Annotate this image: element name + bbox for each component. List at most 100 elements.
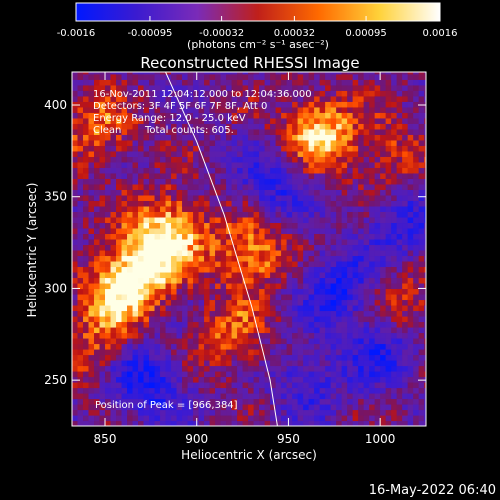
heatmap-cell: [132, 271, 139, 279]
heatmap-cell: [187, 112, 194, 119]
heatmap-cell: [121, 106, 128, 113]
heatmap-cell: [413, 354, 420, 361]
heatmap-cell: [94, 106, 101, 113]
heatmap-cell: [105, 73, 112, 80]
heatmap-cell: [303, 260, 310, 268]
heatmap-cell: [77, 326, 84, 334]
heatmap-cell: [297, 249, 304, 257]
heatmap-cell: [231, 420, 238, 426]
heatmap-cell: [341, 387, 348, 394]
heatmap-cell: [165, 420, 172, 426]
heatmap-cell: [110, 359, 117, 367]
heatmap-cell: [264, 348, 271, 356]
heatmap-cell: [138, 150, 145, 157]
heatmap-cell: [72, 293, 79, 301]
heatmap-cell: [402, 343, 409, 350]
heatmap-cell: [286, 288, 293, 295]
heatmap-cell: [193, 205, 200, 212]
heatmap-cell: [154, 315, 161, 323]
heatmap-cell: [99, 161, 106, 168]
heatmap-cell: [182, 161, 189, 168]
heatmap-cell: [154, 178, 161, 185]
heatmap-cell: [176, 255, 183, 262]
heatmap-cell: [407, 233, 414, 240]
heatmap-cell: [248, 332, 255, 339]
heatmap-cell: [391, 249, 398, 257]
heatmap-cell: [138, 403, 145, 411]
heatmap-cell: [281, 139, 288, 146]
heatmap-cell: [149, 90, 156, 97]
heatmap-cell: [215, 167, 222, 174]
heatmap-cell: [424, 238, 426, 246]
heatmap-cell: [297, 354, 304, 361]
heatmap-cell: [77, 156, 84, 163]
heatmap-cell: [391, 282, 398, 290]
heatmap-cell: [374, 392, 381, 400]
heatmap-cell: [88, 310, 95, 317]
heatmap-cell: [138, 392, 145, 400]
heatmap-cell: [94, 288, 101, 295]
heatmap-cell: [319, 117, 326, 124]
heatmap-cell: [154, 244, 161, 251]
heatmap-cell: [303, 370, 310, 378]
heatmap-cell: [248, 414, 255, 422]
heatmap-cell: [259, 420, 266, 426]
heatmap-cell: [226, 381, 233, 389]
heatmap-cell: [182, 381, 189, 389]
heatmap-cell: [308, 370, 315, 378]
heatmap-cell: [325, 387, 332, 394]
heatmap-cell: [341, 128, 348, 135]
heatmap-cell: [380, 172, 387, 179]
heatmap-cell: [176, 260, 183, 268]
heatmap-cell: [413, 117, 420, 124]
heatmap-cell: [149, 211, 156, 218]
heatmap-cell: [248, 343, 255, 350]
heatmap-cell: [193, 359, 200, 367]
heatmap-cell: [248, 266, 255, 273]
heatmap-cell: [99, 145, 106, 152]
heatmap-cell: [275, 79, 282, 86]
heatmap-cell: [215, 288, 222, 295]
heatmap-cell: [215, 414, 222, 422]
heatmap-cell: [385, 106, 392, 113]
heatmap-cell: [77, 321, 84, 328]
heatmap-cell: [105, 79, 112, 86]
heatmap-cell: [209, 409, 216, 416]
heatmap-cell: [380, 332, 387, 339]
heatmap-cell: [402, 260, 409, 268]
heatmap-cell: [220, 79, 227, 86]
heatmap-cell: [297, 332, 304, 339]
heatmap-cell: [237, 392, 244, 400]
heatmap-cell: [325, 84, 332, 91]
heatmap-cell: [270, 326, 277, 334]
heatmap-cell: [424, 387, 426, 394]
heatmap-cell: [154, 161, 161, 168]
heatmap-cell: [187, 260, 194, 268]
heatmap-cell: [127, 277, 134, 284]
heatmap-cell: [242, 271, 249, 279]
heatmap-cell: [121, 365, 128, 372]
heatmap-cell: [270, 321, 277, 328]
heatmap-cell: [385, 145, 392, 152]
heatmap-cell: [286, 420, 293, 426]
heatmap-cell: [226, 211, 233, 218]
heatmap-cell: [127, 310, 134, 317]
heatmap-cell: [215, 348, 222, 356]
heatmap-cell: [88, 403, 95, 411]
heatmap-cell: [198, 117, 205, 124]
heatmap-cell: [281, 282, 288, 290]
heatmap-cell: [105, 387, 112, 394]
heatmap-cell: [308, 101, 315, 108]
heatmap-cell: [341, 277, 348, 284]
heatmap-cell: [171, 156, 178, 163]
heatmap-cell: [297, 112, 304, 119]
heatmap-cell: [407, 106, 414, 113]
heatmap-cell: [292, 365, 299, 372]
heatmap-cell: [319, 161, 326, 168]
heatmap-cell: [83, 72, 90, 75]
heatmap-cell: [193, 145, 200, 152]
heatmap-cell: [297, 365, 304, 372]
heatmap-cell: [116, 266, 123, 273]
heatmap-cell: [347, 321, 354, 328]
heatmap-cell: [347, 134, 354, 141]
